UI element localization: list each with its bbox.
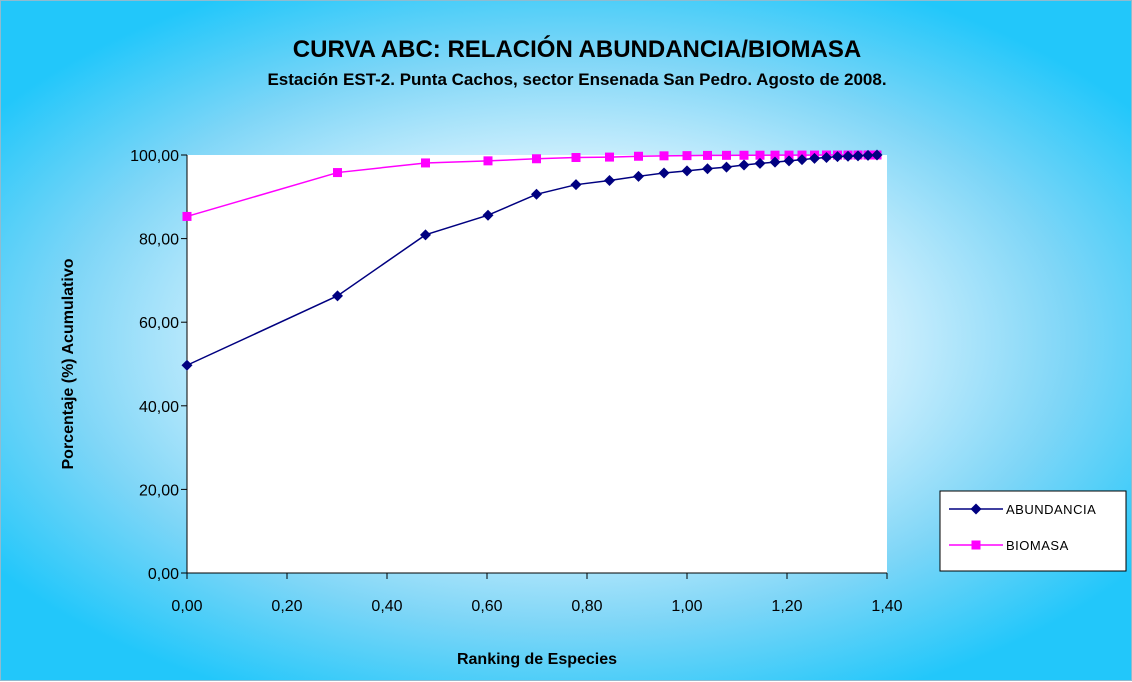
- data-point-biomasa: [532, 154, 541, 164]
- x-tick-label: 1,00: [671, 598, 702, 615]
- data-point-abundancia: [658, 167, 670, 179]
- plot-area: [187, 155, 887, 573]
- data-point-biomasa: [770, 150, 780, 160]
- data-point-abundancia: [181, 359, 193, 371]
- data-point-abundancia: [420, 229, 431, 241]
- data-point-biomasa: [703, 150, 712, 160]
- data-point-biomasa: [634, 151, 643, 161]
- data-point-biomasa: [755, 150, 765, 160]
- y-tick-label: 40,00: [139, 399, 179, 416]
- legend-box: [939, 490, 1127, 572]
- data-point-biomasa: [682, 151, 692, 161]
- data-point-abundancia: [871, 149, 883, 161]
- series-abundancia: [181, 149, 883, 371]
- x-tick-label: 0,40: [371, 598, 402, 615]
- data-point-abundancia: [633, 170, 644, 182]
- chart-title: CURVA ABC: RELACIÓN ABUNDANCIA/BIOMASA: [293, 35, 861, 63]
- x-tick-label: 1,40: [871, 598, 902, 615]
- legend: ABUNDANCIA BIOMASA: [939, 490, 1127, 572]
- legend-item-biomasa: BIOMASA: [949, 538, 1069, 553]
- x-tick-label: 0,20: [271, 598, 302, 615]
- x-axis-title: Ranking de Especies: [457, 651, 617, 668]
- y-tick-label: 60,00: [139, 315, 179, 332]
- data-point-abundancia: [769, 156, 781, 168]
- legend-label-biomasa: BIOMASA: [1006, 538, 1069, 553]
- data-point-abundancia: [702, 163, 713, 175]
- data-point-abundancia: [796, 154, 808, 166]
- data-point-abundancia: [482, 209, 494, 221]
- x-tick-label: 0,00: [171, 598, 202, 615]
- data-point-biomasa: [182, 211, 192, 221]
- x-tick-label: 0,60: [471, 598, 502, 615]
- x-tick-label: 0,80: [571, 598, 602, 615]
- chart-subtitle: Estación EST-2. Punta Cachos, sector Ens…: [267, 70, 886, 89]
- y-tick-label: 100,00: [130, 148, 179, 165]
- legend-item-abundancia: ABUNDANCIA: [949, 502, 1096, 517]
- data-point-biomasa: [739, 150, 749, 160]
- y-tick-label: 20,00: [139, 482, 179, 499]
- data-point-abundancia: [531, 188, 542, 200]
- x-tick-label: 1,20: [771, 598, 802, 615]
- data-point-abundancia: [332, 290, 343, 302]
- legend-label-abundancia: ABUNDANCIA: [1006, 502, 1096, 517]
- data-point-abundancia: [842, 150, 854, 162]
- data-point-abundancia: [809, 152, 820, 164]
- data-point-biomasa: [421, 158, 430, 168]
- data-point-abundancia: [738, 159, 750, 171]
- data-point-biomasa: [483, 156, 493, 166]
- data-point-biomasa: [659, 151, 669, 161]
- y-tick-label: 0,00: [148, 566, 179, 583]
- series-layer: [181, 149, 883, 371]
- data-point-abundancia: [570, 179, 582, 191]
- data-point-abundancia: [852, 150, 864, 162]
- data-point-biomasa: [333, 168, 342, 178]
- data-point-abundancia: [783, 155, 795, 167]
- y-ticks: 0,00 20,00 40,00 60,00 80,00 100,00: [130, 148, 187, 583]
- data-point-abundancia: [821, 152, 832, 164]
- y-tick-label: 80,00: [139, 232, 179, 249]
- data-point-abundancia: [721, 161, 732, 173]
- data-point-abundancia: [862, 149, 874, 161]
- data-point-abundancia: [754, 157, 766, 169]
- data-point-abundancia: [832, 151, 843, 163]
- y-axis-title: Porcentaje (%) Acumulativo: [60, 258, 77, 469]
- data-point-biomasa: [784, 150, 794, 160]
- legend-marker-abundancia: [970, 503, 982, 515]
- data-point-biomasa: [605, 152, 614, 162]
- data-point-biomasa: [722, 150, 731, 160]
- data-point-abundancia: [604, 174, 615, 186]
- data-point-biomasa: [571, 153, 581, 163]
- legend-marker-biomasa: [971, 540, 981, 550]
- x-ticks: 0,00 0,20 0,40 0,60 0,80 1,00 1,20 1,40: [171, 573, 903, 615]
- data-point-abundancia: [681, 165, 693, 177]
